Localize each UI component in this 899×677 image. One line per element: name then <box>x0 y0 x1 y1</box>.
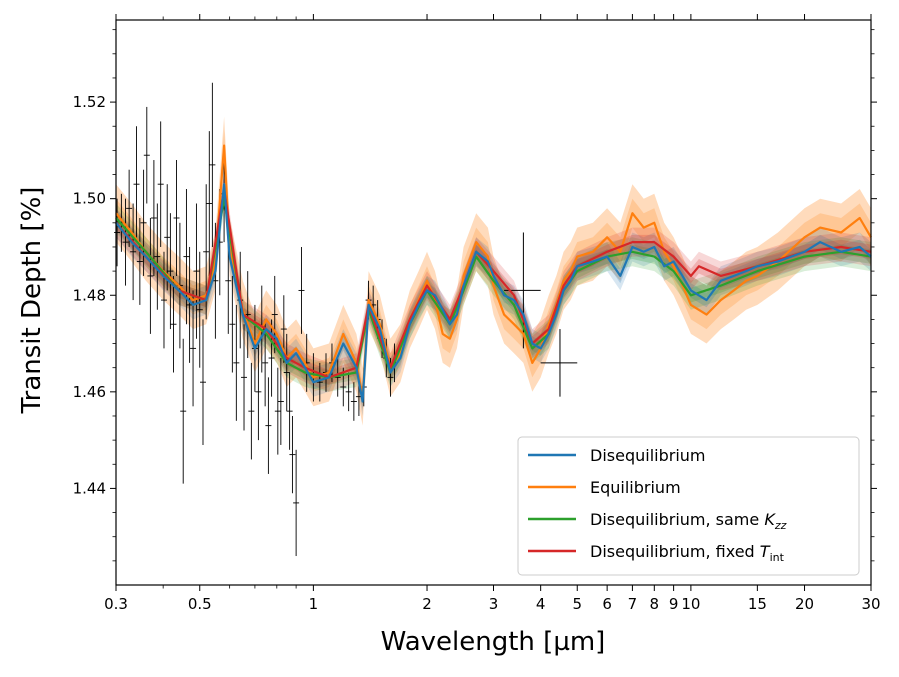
legend-label-2: Equilibrium <box>590 478 681 497</box>
x-tick-label-8: 6 <box>602 595 612 613</box>
series-line-2 <box>115 144 872 398</box>
x-tick-label-10: 8 <box>650 595 660 613</box>
y-tick-label-5: 1.52 <box>73 93 106 111</box>
x-tick-label-6: 4 <box>536 595 546 613</box>
observation-error-bars <box>114 82 578 557</box>
x-tick-label-11: 9 <box>669 595 679 613</box>
legend-label-4: Disequilibrium, fixed Tint <box>590 542 785 564</box>
series-line-3 <box>115 197 872 379</box>
y-tick-label-1: 1.44 <box>73 479 106 497</box>
y-tick-label-2: 1.46 <box>73 383 106 401</box>
y-tick-label-3: 1.48 <box>73 286 106 304</box>
x-tick-label-2: 0.5 <box>188 595 212 613</box>
legend-label-1: Disequilibrium <box>590 446 705 465</box>
x-tick-label-3: 1 <box>309 595 319 613</box>
x-axis-ticks: 0.3 0.5 1 2 3 4 5 6 7 8 9 10 15 20 30 <box>104 14 881 613</box>
x-axis-label: Wavelength [µm] <box>381 627 606 657</box>
x-tick-label-9: 7 <box>628 595 638 613</box>
y-tick-label-4: 1.50 <box>73 190 106 208</box>
y-axis-label: Transit Depth [%] <box>17 187 47 415</box>
x-tick-label-1: 0.3 <box>104 595 128 613</box>
x-tick-label-15: 30 <box>861 595 880 613</box>
x-tick-label-14: 20 <box>795 595 814 613</box>
x-tick-label-7: 5 <box>572 595 582 613</box>
series-line-1 <box>115 183 872 403</box>
band-1 <box>116 169 871 416</box>
legend-label-3: Disequilibrium, same Kzz <box>590 510 787 532</box>
x-tick-label-12: 10 <box>681 595 700 613</box>
model-lines <box>115 144 872 403</box>
x-tick-label-13: 15 <box>748 595 767 613</box>
y-axis-ticks: 1.44 1.46 1.48 1.50 1.52 <box>73 29 877 562</box>
legend: Disequilibrium Equilibrium Disequilibrium,… <box>517 436 860 576</box>
x-tick-label-4: 2 <box>422 595 432 613</box>
legend-box <box>517 436 860 576</box>
x-tick-label-5: 3 <box>489 595 499 613</box>
